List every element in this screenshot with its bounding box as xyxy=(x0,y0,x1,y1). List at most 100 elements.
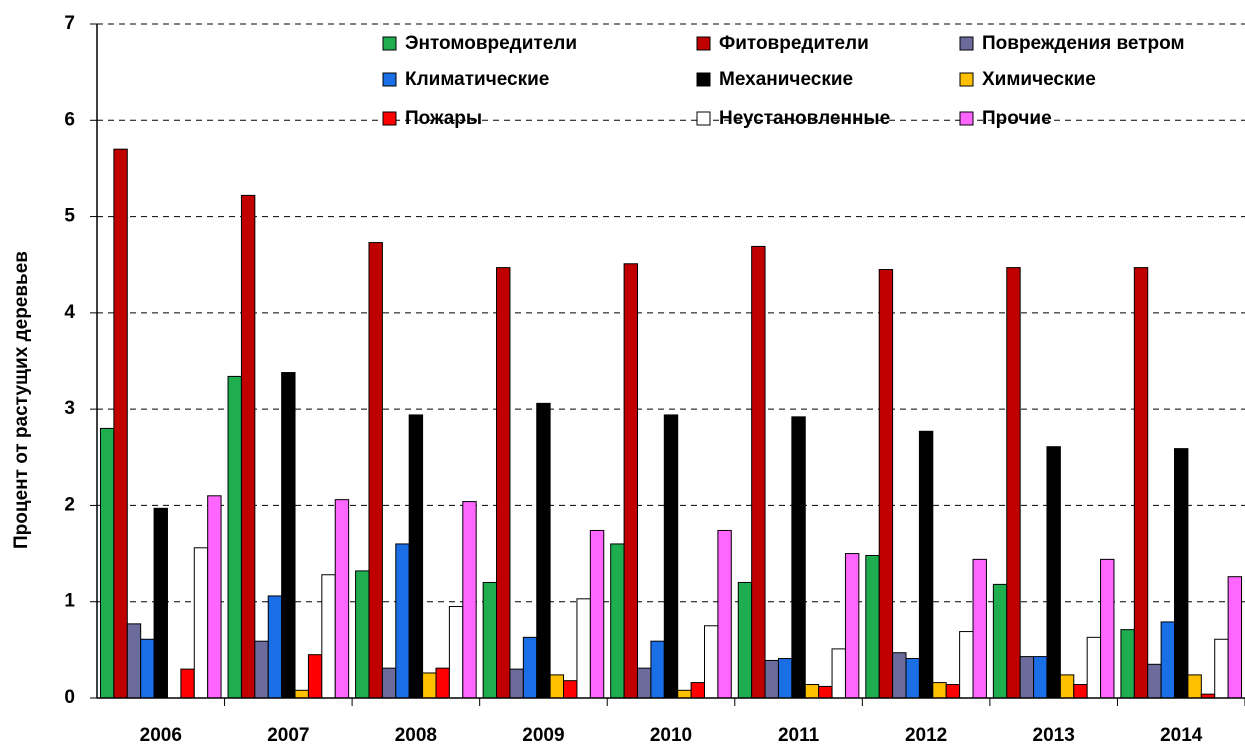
bar xyxy=(395,543,410,699)
bar xyxy=(623,263,638,699)
bar xyxy=(153,507,168,699)
x-tick-label: 2009 xyxy=(522,725,564,745)
bar xyxy=(791,416,806,699)
bar xyxy=(704,625,719,699)
bar xyxy=(1147,663,1162,699)
bar xyxy=(126,623,142,699)
y-tick-label: 2 xyxy=(64,494,75,515)
bar xyxy=(509,668,524,699)
legend-label: Фитовредители xyxy=(719,33,869,54)
bar xyxy=(281,372,296,699)
bar xyxy=(99,427,115,699)
bar xyxy=(381,667,397,699)
legend-label: Пожары xyxy=(405,108,482,129)
bar xyxy=(972,558,987,699)
bar xyxy=(905,658,920,699)
y-tick-label: 6 xyxy=(64,109,75,130)
bar xyxy=(1046,446,1061,699)
bar xyxy=(536,402,551,699)
legend-label: Неустановленные xyxy=(719,108,890,129)
bar xyxy=(663,414,679,699)
y-tick-label: 3 xyxy=(64,398,75,419)
y-axis-label: Процент от растущих деревьев xyxy=(11,251,32,549)
bar xyxy=(589,529,605,699)
bar xyxy=(1086,636,1102,699)
bar xyxy=(254,640,269,699)
bar xyxy=(844,553,860,699)
legend-label: Повреждения ветром xyxy=(982,33,1185,54)
legend-swatch xyxy=(382,36,397,51)
x-tick-label: 2013 xyxy=(1033,725,1075,745)
bar xyxy=(140,638,155,699)
bar xyxy=(932,682,947,699)
bar xyxy=(267,595,283,699)
bar xyxy=(818,685,833,699)
legend-label: Механические xyxy=(719,69,853,90)
bar xyxy=(1100,558,1115,699)
bar xyxy=(435,667,450,699)
bar xyxy=(637,667,652,699)
bar xyxy=(368,242,383,699)
bar xyxy=(482,581,498,699)
x-tick-label: 2012 xyxy=(905,725,947,745)
legend-label: Энтомовредители xyxy=(405,33,577,54)
bar xyxy=(751,245,766,699)
bar xyxy=(777,658,793,699)
bar xyxy=(496,267,511,699)
legend-swatch xyxy=(959,72,974,87)
legend-label: Прочие xyxy=(982,108,1052,129)
bar xyxy=(1059,674,1075,699)
bar xyxy=(522,636,538,699)
bar xyxy=(321,574,336,699)
bar xyxy=(334,499,350,699)
bar xyxy=(549,674,565,699)
bar xyxy=(1174,448,1189,699)
bar xyxy=(918,430,934,699)
legend-label: Химические xyxy=(982,69,1096,90)
bar xyxy=(448,606,464,699)
bar xyxy=(717,529,732,699)
bar xyxy=(1120,629,1135,699)
bar xyxy=(307,654,323,699)
legend-swatch xyxy=(696,36,711,51)
bar xyxy=(576,598,591,699)
bar xyxy=(992,583,1008,699)
bar xyxy=(690,682,705,699)
bar xyxy=(1073,684,1088,699)
bar xyxy=(1214,638,1229,699)
legend-swatch xyxy=(382,72,397,87)
bar xyxy=(563,680,578,699)
bar xyxy=(1033,656,1048,699)
bar xyxy=(462,501,477,699)
bar xyxy=(945,684,961,699)
bar xyxy=(294,689,309,699)
y-tick-label: 7 xyxy=(64,13,75,34)
bar xyxy=(892,652,907,699)
y-tick-label: 5 xyxy=(64,206,75,227)
bar xyxy=(831,648,846,699)
bar xyxy=(355,570,370,699)
legend-swatch xyxy=(959,36,974,51)
x-tick-label: 2008 xyxy=(395,725,437,745)
bar xyxy=(1006,267,1021,699)
bar xyxy=(1019,656,1035,699)
legend-swatch xyxy=(382,111,397,126)
bar xyxy=(1187,674,1202,699)
y-tick-label: 4 xyxy=(64,302,75,323)
x-tick-label: 2011 xyxy=(778,725,820,745)
x-tick-label: 2014 xyxy=(1160,725,1203,745)
legend-swatch xyxy=(959,111,974,126)
x-tick-label: 2010 xyxy=(650,725,692,745)
bar xyxy=(959,631,974,699)
bar xyxy=(240,194,256,699)
bar xyxy=(113,148,128,699)
bar xyxy=(804,684,820,699)
x-tick-label: 2007 xyxy=(267,725,309,745)
bar xyxy=(610,543,625,699)
bar xyxy=(677,689,692,699)
legend-swatch xyxy=(696,111,711,126)
x-tick-label: 2006 xyxy=(140,725,182,745)
bar xyxy=(878,269,894,699)
bar xyxy=(1160,621,1176,699)
